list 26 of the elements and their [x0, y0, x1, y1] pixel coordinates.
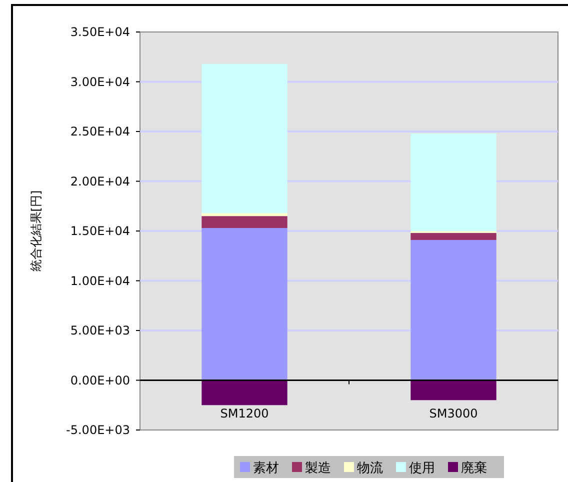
- y-tick-label: 2.50E+04: [70, 124, 130, 138]
- legend-label: 物流: [357, 460, 383, 476]
- x-tick-label: SM3000: [429, 406, 478, 420]
- legend-label: 製造: [305, 461, 331, 476]
- y-tick-label: 1.50E+04: [70, 224, 130, 238]
- bar: [410, 240, 496, 380]
- bar: [202, 64, 288, 214]
- y-tick-label: 0.00E+00: [70, 373, 130, 388]
- bar: [410, 133, 496, 231]
- y-tick-label: 1.00E+04: [70, 274, 130, 288]
- legend-label: 素材: [253, 461, 279, 476]
- bar: [410, 380, 496, 400]
- bar: [202, 213, 288, 216]
- y-tick-label: 5.00E+03: [70, 324, 130, 338]
- y-tick-label: 3.00E+04: [70, 74, 130, 89]
- y-axis-title: 統合化結果[円]: [29, 190, 43, 272]
- legend-label: 使用: [409, 461, 435, 476]
- bar: [202, 380, 288, 406]
- y-tick-label: 3.50E+04: [70, 25, 130, 39]
- bar: [410, 232, 496, 240]
- bar: [202, 228, 288, 380]
- legend-label: 廃棄: [461, 460, 487, 476]
- bar: [202, 216, 288, 228]
- y-tick-label: -5.00E+03: [66, 423, 130, 437]
- y-tick-label: 2.00E+04: [70, 174, 130, 188]
- x-tick-label: SM1200: [220, 406, 269, 420]
